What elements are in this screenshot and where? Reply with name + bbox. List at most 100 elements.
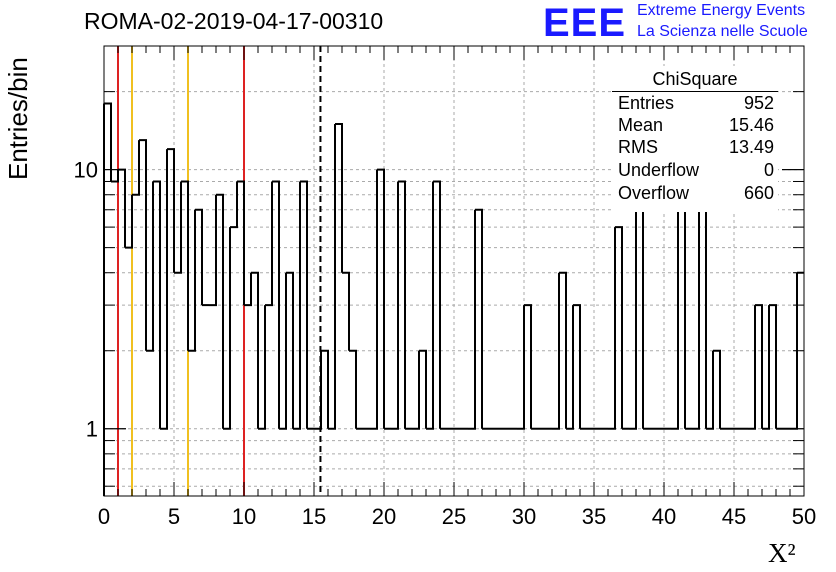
x-tick-label: 40 (652, 504, 676, 529)
histogram-bin (412, 350, 420, 430)
histogram-bin (706, 350, 714, 430)
stats-value: 660 (743, 183, 774, 203)
x-tick-label: 20 (372, 504, 396, 529)
y-tick-label: 10 (74, 158, 98, 183)
logo-tagline-1: Extreme Energy Events (637, 2, 806, 19)
histogram-bin (370, 169, 378, 430)
y-tick-label: 1 (86, 417, 98, 442)
histogram-bin (573, 304, 581, 429)
histogram-bin (167, 148, 175, 273)
histogram-bin (559, 271, 567, 429)
stats-title: ChiSquare (612, 66, 778, 92)
x-axis-label: X² (768, 538, 796, 568)
histogram-bin (699, 193, 707, 429)
histogram-bin (111, 169, 119, 183)
histogram-bin (748, 305, 756, 430)
histogram-bin (279, 272, 287, 430)
logo-tagline-2: La Scienza nelle Scuole (637, 23, 808, 40)
histogram-bin (377, 168, 385, 429)
run-title: ROMA-02-2019-04-17-00310 (84, 8, 384, 34)
histogram-bin (181, 180, 189, 351)
histogram-bin (272, 180, 280, 429)
histogram-bin (237, 180, 245, 306)
stats-row-overflow: Overflow 660 (618, 183, 774, 205)
axes: 0 5 10 15 20 25 30 35 40 45 50 1 10 (74, 45, 816, 529)
histogram-bin (251, 271, 259, 429)
histogram-bin (566, 305, 574, 430)
histogram-bin (286, 271, 294, 429)
stats-row-underflow: Underflow 0 (618, 160, 774, 182)
histogram-bin (713, 349, 721, 429)
histogram-bin (636, 193, 644, 429)
histogram-bin (769, 304, 777, 429)
histogram-bin (160, 149, 168, 430)
histogram-bin (265, 181, 273, 307)
stats-value: 13.49 (728, 137, 774, 157)
stats-box: ChiSquare Entries 952 Mean 15.46 RMS 13.… (612, 66, 778, 212)
stats-label: Mean (618, 115, 664, 135)
histogram-bin (342, 271, 350, 351)
stats-label: RMS (618, 137, 658, 157)
histogram-bin (125, 194, 133, 249)
x-tick-label: 0 (98, 504, 110, 529)
histogram-bin (216, 193, 224, 429)
histogram-bin (398, 180, 406, 429)
stats-label: Overflow (618, 183, 690, 203)
histogram-bin (468, 209, 476, 430)
histogram-bin (328, 123, 336, 430)
stats-value: 0 (763, 160, 774, 180)
x-tick-label: 15 (302, 504, 326, 529)
x-tick-label: 5 (168, 504, 180, 529)
stats-row-rms: RMS 13.49 (618, 137, 774, 159)
histogram-bin (314, 350, 322, 430)
histogram-bin (104, 102, 112, 182)
histogram-bin (195, 208, 203, 306)
stats-row-entries: Entries 952 (618, 93, 774, 115)
histogram-bin (300, 180, 308, 429)
histogram-bin (671, 194, 679, 430)
histogram-bin (153, 180, 161, 429)
histogram-bin (615, 226, 623, 429)
histogram-bin (552, 272, 560, 430)
x-tick-label: 35 (582, 504, 606, 529)
x-tick-label: 50 (792, 504, 816, 529)
histogram-bin (755, 304, 763, 429)
histogram-bin (608, 227, 616, 430)
histogram-bin (349, 349, 357, 429)
x-tick-label: 10 (232, 504, 256, 529)
histogram-bin (678, 193, 686, 429)
histogram-bin (188, 209, 196, 352)
histogram-bin (209, 194, 217, 307)
x-tick-label: 30 (512, 504, 536, 529)
stats-value: 15.46 (728, 115, 774, 135)
histogram-bin (629, 194, 637, 430)
histogram-bin (293, 181, 301, 430)
x-tick-label: 25 (442, 504, 466, 529)
stats-label: Entries (618, 93, 675, 113)
histogram-bin (174, 181, 182, 274)
stats-row-mean: Mean 15.46 (618, 115, 774, 137)
x-tick-label: 45 (722, 504, 746, 529)
histogram-bin (146, 181, 154, 352)
histogram-bin (524, 304, 532, 429)
histogram-bin (244, 272, 252, 307)
histogram-bin (517, 305, 525, 430)
histogram-bin (258, 305, 266, 430)
histogram-bin (762, 305, 770, 430)
histogram-bin (419, 349, 427, 429)
stats-label: Underflow (618, 160, 700, 180)
histogram-bin (335, 122, 343, 273)
histogram-bin (132, 140, 140, 196)
histogram-bin (230, 181, 238, 229)
histogram-bin (692, 194, 700, 430)
histogram-bin (475, 208, 483, 429)
histogram-bin (433, 180, 441, 429)
histogram-bin (223, 227, 231, 430)
histogram-bin (426, 181, 434, 430)
stats-value: 952 (743, 93, 774, 113)
y-axis-label: Entries/bin (3, 57, 33, 180)
histogram-bin (391, 181, 399, 430)
histogram-bin (321, 349, 329, 429)
eee-logo: EEE (543, 1, 627, 45)
histogram-bin (139, 139, 147, 351)
